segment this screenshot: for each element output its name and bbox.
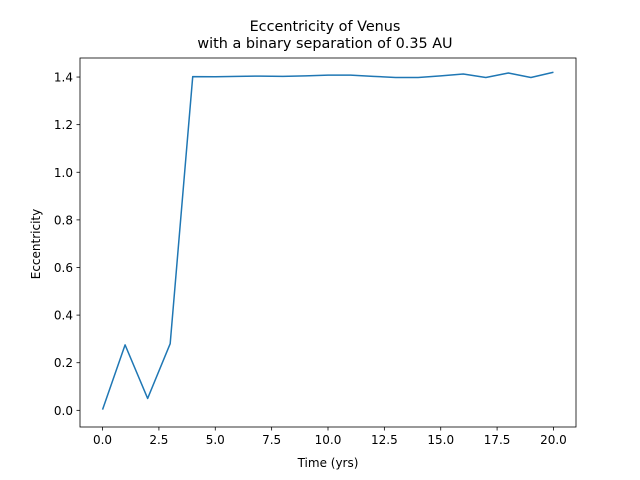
x-tick-label: 20.0 (540, 433, 567, 447)
y-axis-label: Eccentricity (29, 209, 43, 279)
x-tick-label: 5.0 (206, 433, 225, 447)
x-tick-label: 10.0 (315, 433, 342, 447)
y-tick-label: 1.4 (54, 71, 73, 85)
y-tick-label: 0.4 (54, 309, 73, 323)
y-tick-label: 0.8 (54, 213, 73, 227)
x-tick-label: 17.5 (484, 433, 511, 447)
y-tick-label: 0.2 (54, 356, 73, 370)
series-line (101, 71, 554, 410)
plot-frame (79, 57, 577, 428)
x-tick-label: 0.0 (93, 433, 112, 447)
x-tick-label: 7.5 (262, 433, 281, 447)
x-axis-label: Time (yrs) (297, 456, 359, 470)
y-tick-label: 0.6 (54, 261, 73, 275)
chart-title: Eccentricity of Venus (250, 19, 401, 35)
y-tick-label: 1.0 (54, 166, 73, 180)
y-tick-label: 0.0 (54, 404, 73, 418)
chart-subtitle: with a binary separation of 0.35 AU (197, 36, 452, 52)
x-tick-label: 15.0 (427, 433, 454, 447)
plot-area: 0.0 2.5 5.0 7.5 10.0 12.5 15.0 17.5 20.0 0.0 0.2 0.… (54, 57, 577, 447)
x-tick-label: 12.5 (371, 433, 398, 447)
y-tick-label: 1.2 (54, 118, 73, 132)
x-tick-label: 2.5 (149, 433, 168, 447)
